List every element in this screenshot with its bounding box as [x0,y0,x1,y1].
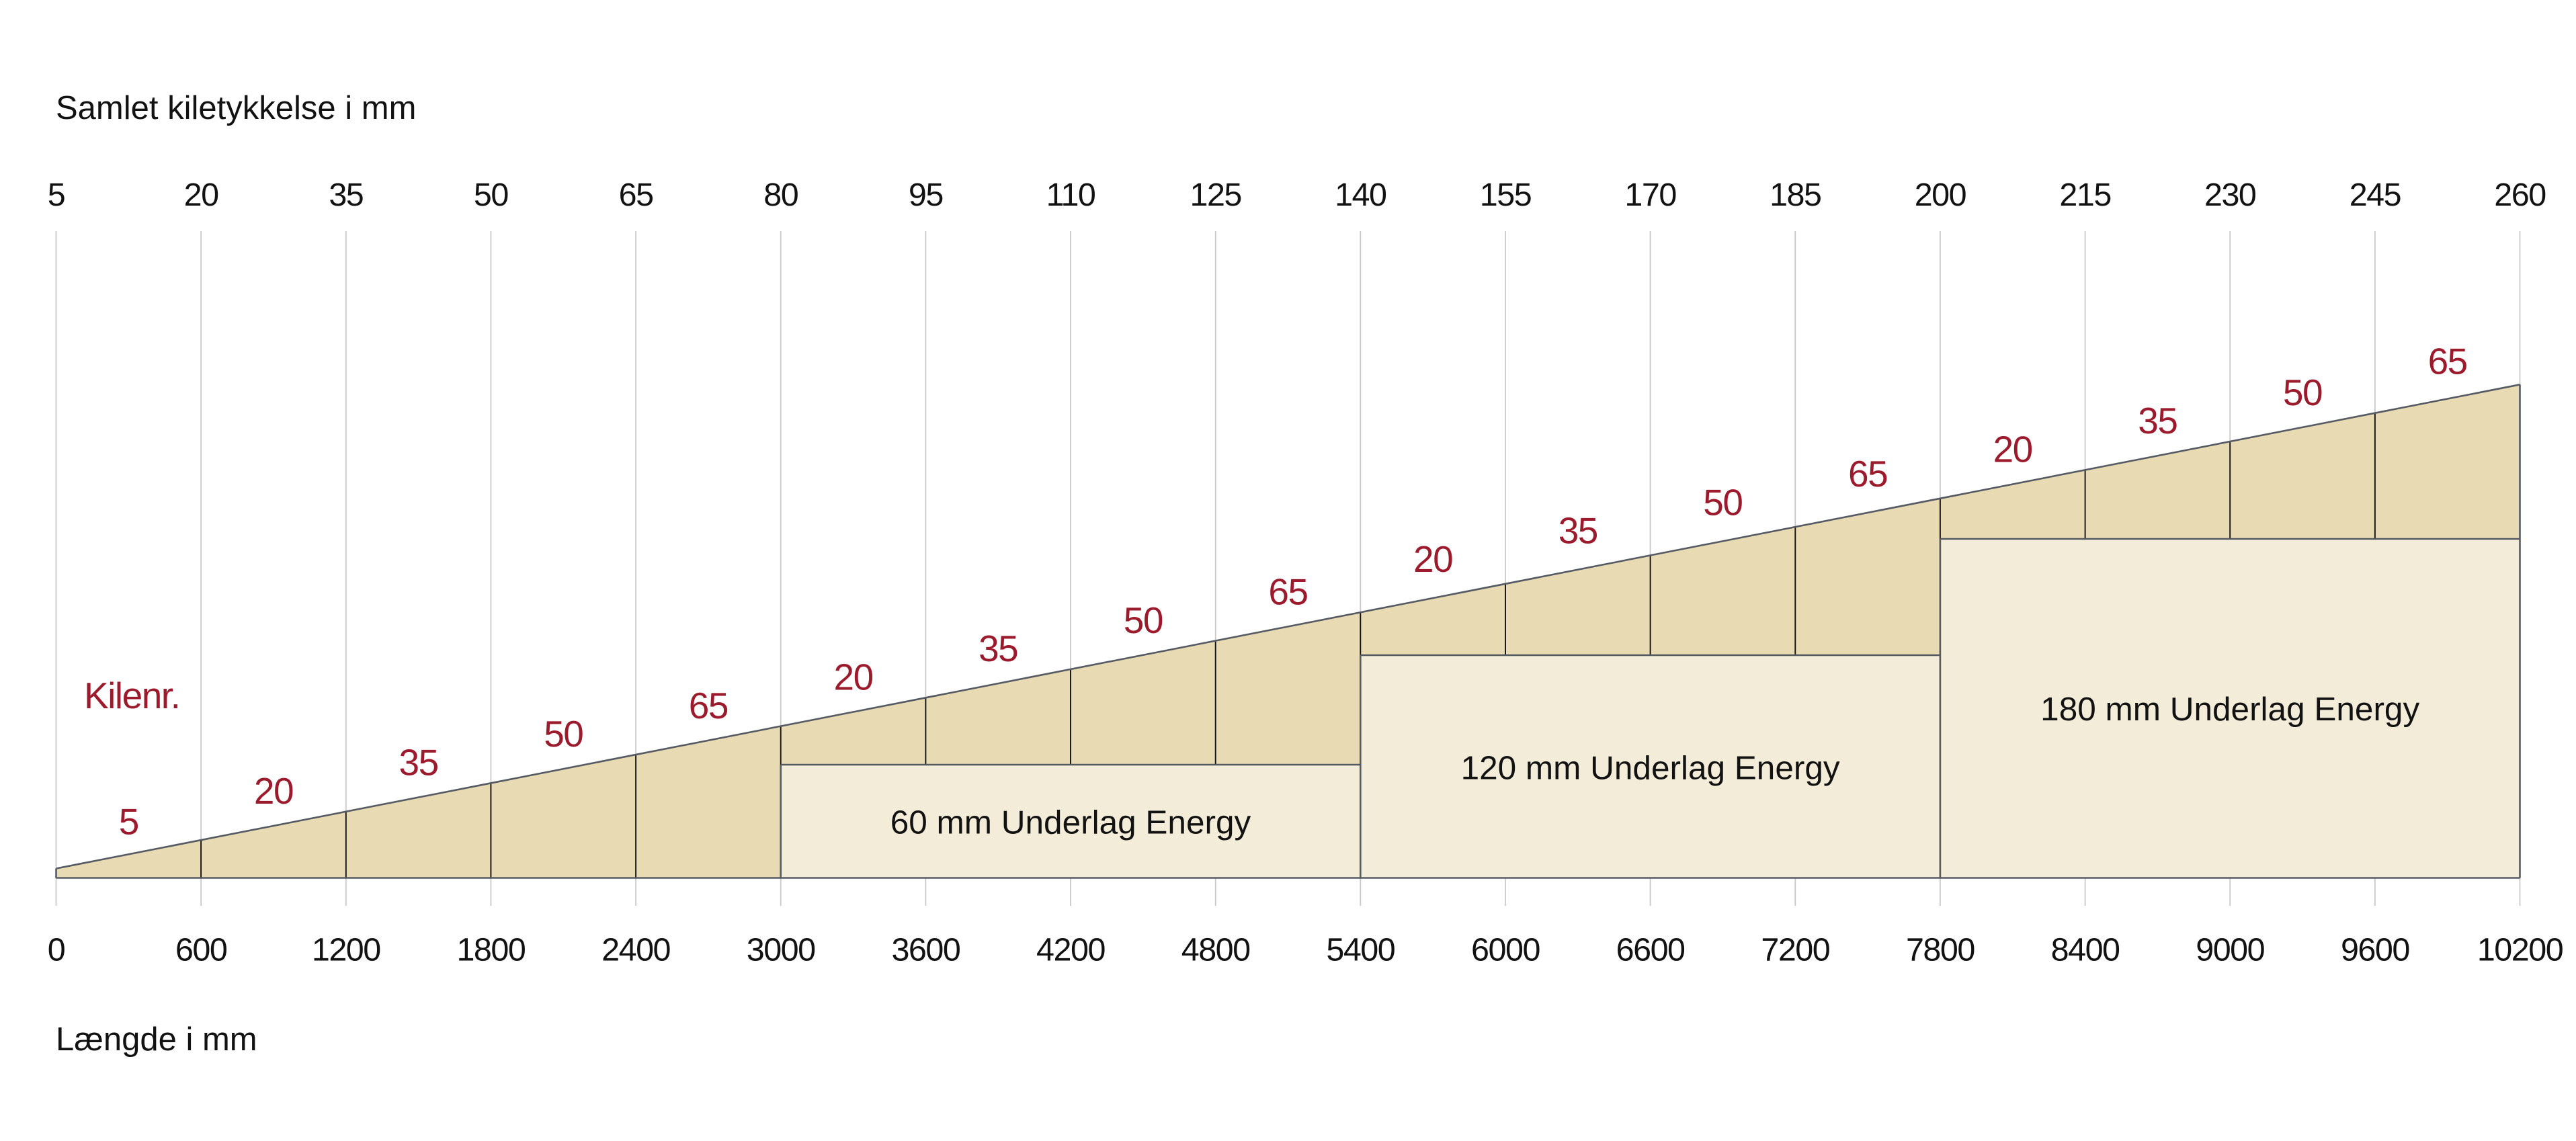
svg-text:215: 215 [2059,177,2110,213]
svg-text:65: 65 [689,685,728,726]
svg-text:50: 50 [1124,599,1163,641]
svg-text:140: 140 [1335,177,1386,213]
svg-text:0: 0 [48,932,65,968]
svg-text:6000: 6000 [1471,932,1540,968]
svg-text:8400: 8400 [2051,932,2120,968]
svg-text:95: 95 [909,177,943,213]
svg-text:35: 35 [1559,510,1597,552]
svg-text:5: 5 [48,177,65,213]
svg-text:125: 125 [1190,177,1241,213]
svg-text:50: 50 [1703,481,1742,523]
svg-text:180 mm Underlag Energy: 180 mm Underlag Energy [2040,691,2419,728]
svg-text:7800: 7800 [1906,932,1975,968]
svg-text:35: 35 [979,628,1017,669]
svg-text:20: 20 [1413,538,1452,580]
svg-text:6600: 6600 [1616,932,1685,968]
svg-text:155: 155 [1480,177,1531,213]
svg-text:10200: 10200 [2477,932,2563,968]
svg-text:Samlet kiletykkelse i mm: Samlet kiletykkelse i mm [56,90,416,126]
svg-text:1200: 1200 [312,932,380,968]
svg-text:50: 50 [2283,372,2322,413]
svg-text:5400: 5400 [1326,932,1395,968]
svg-text:230: 230 [2204,177,2256,213]
svg-text:110: 110 [1046,177,1095,213]
svg-text:35: 35 [2138,400,2177,441]
svg-text:200: 200 [1915,177,1966,213]
svg-text:80: 80 [763,177,798,213]
svg-text:Kilenr.: Kilenr. [84,675,179,716]
svg-text:20: 20 [1993,429,2032,470]
svg-text:60 mm Underlag Energy: 60 mm Underlag Energy [890,804,1251,841]
svg-text:2400: 2400 [601,932,670,968]
svg-text:65: 65 [1268,570,1307,612]
svg-text:7200: 7200 [1761,932,1829,968]
svg-text:170: 170 [1624,177,1676,213]
svg-text:50: 50 [474,177,508,213]
svg-text:260: 260 [2494,177,2546,213]
svg-text:35: 35 [329,177,363,213]
svg-text:120 mm Underlag Energy: 120 mm Underlag Energy [1461,749,1840,786]
svg-text:65: 65 [2428,341,2467,382]
svg-text:245: 245 [2350,177,2401,213]
svg-text:9000: 9000 [2196,932,2264,968]
svg-text:65: 65 [619,177,653,213]
svg-text:20: 20 [254,770,293,812]
svg-text:50: 50 [544,713,583,755]
svg-text:20: 20 [834,657,873,698]
svg-text:3600: 3600 [891,932,960,968]
svg-text:20: 20 [184,177,218,213]
svg-text:Længde i mm: Længde i mm [56,1021,257,1058]
svg-text:65: 65 [1848,453,1887,495]
svg-text:3000: 3000 [747,932,815,968]
svg-text:4200: 4200 [1036,932,1105,968]
svg-text:9600: 9600 [2341,932,2409,968]
svg-text:600: 600 [175,932,227,968]
svg-text:5: 5 [119,800,138,842]
svg-text:185: 185 [1770,177,1821,213]
svg-text:1800: 1800 [456,932,525,968]
svg-text:35: 35 [399,742,438,784]
svg-text:4800: 4800 [1181,932,1250,968]
